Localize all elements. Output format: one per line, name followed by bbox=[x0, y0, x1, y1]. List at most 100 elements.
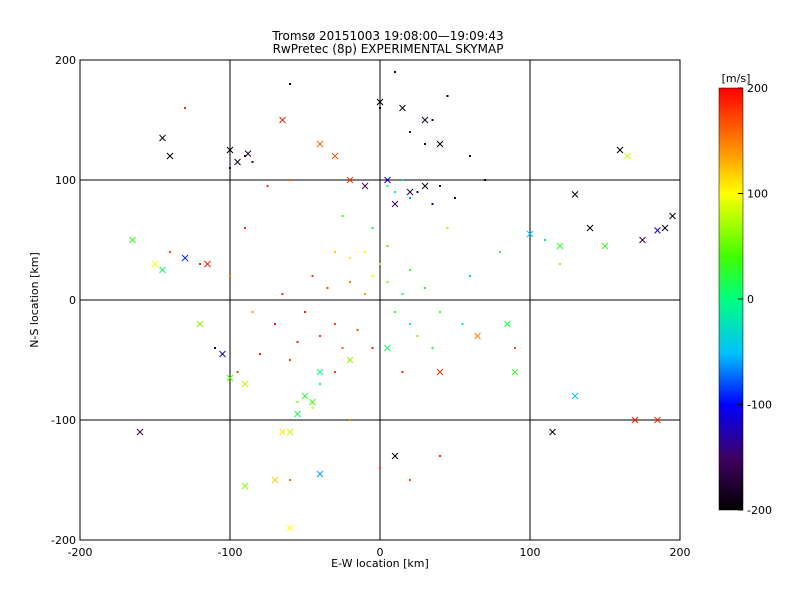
cross-point bbox=[361, 182, 369, 190]
cross-point bbox=[571, 392, 579, 400]
colorbar-tick-label: 200 bbox=[747, 82, 768, 95]
dot-point bbox=[214, 347, 216, 349]
cross-point bbox=[556, 242, 564, 250]
cross-point bbox=[346, 356, 354, 364]
dot-point bbox=[334, 371, 336, 373]
dot-point bbox=[386, 281, 389, 283]
cross-point bbox=[196, 320, 204, 328]
cross-point bbox=[129, 236, 136, 244]
dot-point bbox=[469, 155, 471, 157]
cross-point bbox=[601, 242, 609, 250]
dot-point bbox=[439, 311, 441, 313]
cross-point bbox=[151, 260, 159, 268]
dot-point bbox=[386, 245, 389, 247]
dot-point bbox=[229, 275, 231, 277]
dot-point bbox=[349, 281, 351, 283]
dot-point bbox=[431, 347, 434, 349]
dot-point bbox=[319, 383, 321, 385]
dot-point bbox=[461, 323, 464, 325]
dot-point bbox=[349, 419, 351, 421]
dot-point bbox=[341, 215, 344, 217]
cross-point bbox=[384, 344, 391, 352]
cross-point bbox=[181, 254, 189, 262]
dot-point bbox=[371, 347, 374, 349]
dot-point bbox=[379, 107, 381, 109]
dot-point bbox=[266, 185, 269, 187]
cross-point bbox=[331, 152, 339, 160]
dot-point bbox=[394, 191, 396, 193]
dot-point bbox=[184, 107, 186, 109]
dot-point bbox=[439, 185, 441, 187]
x-tick-label: -200 bbox=[68, 546, 93, 559]
dot-point bbox=[409, 197, 411, 199]
cross-point bbox=[346, 176, 354, 184]
dot-point bbox=[274, 323, 276, 325]
dot-point bbox=[371, 275, 374, 277]
chart-subtitle: RwPretec (8p) EXPERIMENTAL SKYMAP bbox=[273, 42, 504, 56]
cross-point bbox=[654, 416, 661, 424]
cross-point bbox=[421, 182, 429, 190]
x-tick-label: -100 bbox=[218, 546, 243, 559]
cross-point bbox=[166, 152, 174, 160]
dot-point bbox=[236, 371, 239, 373]
cross-point bbox=[571, 191, 579, 198]
dot-point bbox=[281, 293, 284, 295]
cross-point bbox=[586, 224, 594, 232]
dot-point bbox=[311, 407, 314, 409]
cross-point bbox=[504, 320, 511, 328]
dot-point bbox=[319, 335, 321, 337]
colorbar-tick-label: 100 bbox=[747, 188, 768, 201]
dot-point bbox=[401, 179, 404, 181]
y-tick-label: 200 bbox=[55, 54, 76, 67]
dot-point bbox=[259, 353, 261, 355]
dot-point bbox=[364, 293, 366, 295]
dot-point bbox=[499, 251, 501, 253]
dot-point bbox=[446, 95, 449, 97]
dot-point bbox=[424, 143, 426, 145]
dot-point bbox=[379, 467, 381, 469]
cross-point bbox=[301, 392, 309, 400]
cross-point bbox=[294, 410, 301, 418]
x-tick-labels: -200 -100 0 100 200 bbox=[68, 546, 691, 559]
cross-point bbox=[234, 158, 241, 166]
colorbar-tick-label: -200 bbox=[747, 504, 772, 517]
cross-point bbox=[286, 428, 294, 436]
dot-point bbox=[326, 287, 329, 289]
dot-point bbox=[289, 359, 291, 361]
cross-point bbox=[244, 150, 252, 157]
cross-point bbox=[549, 428, 556, 436]
dot-point bbox=[409, 269, 411, 271]
cross-point bbox=[474, 332, 481, 340]
dot-point bbox=[289, 179, 291, 181]
cross-point bbox=[286, 524, 294, 532]
dot-point bbox=[544, 239, 546, 241]
dot-point bbox=[401, 293, 404, 295]
dot-point bbox=[334, 323, 336, 325]
cross-point bbox=[226, 146, 234, 154]
cross-point bbox=[511, 368, 519, 376]
dot-point bbox=[454, 197, 456, 199]
cross-point bbox=[624, 152, 631, 160]
cross-point bbox=[616, 146, 624, 154]
y-tick-label: 100 bbox=[55, 174, 76, 187]
cross-point bbox=[241, 380, 249, 388]
dot-point bbox=[289, 479, 291, 481]
cross-point bbox=[639, 236, 646, 244]
colorbar-label: [m/s] bbox=[722, 72, 751, 85]
cross-point bbox=[219, 350, 226, 358]
cross-point bbox=[271, 476, 279, 484]
cross-point bbox=[316, 140, 324, 148]
dot-point bbox=[484, 179, 486, 181]
dot-point bbox=[364, 251, 366, 253]
y-tick-label: -200 bbox=[51, 534, 76, 547]
cross-point bbox=[631, 416, 639, 424]
cross-point bbox=[661, 224, 669, 232]
y-tick-label: -100 bbox=[51, 414, 76, 427]
dot-point bbox=[409, 323, 411, 325]
cross-point bbox=[309, 398, 316, 406]
dot-point bbox=[379, 263, 381, 265]
dot-point bbox=[559, 263, 561, 265]
cross-point bbox=[436, 140, 444, 148]
dot-point bbox=[386, 185, 389, 187]
